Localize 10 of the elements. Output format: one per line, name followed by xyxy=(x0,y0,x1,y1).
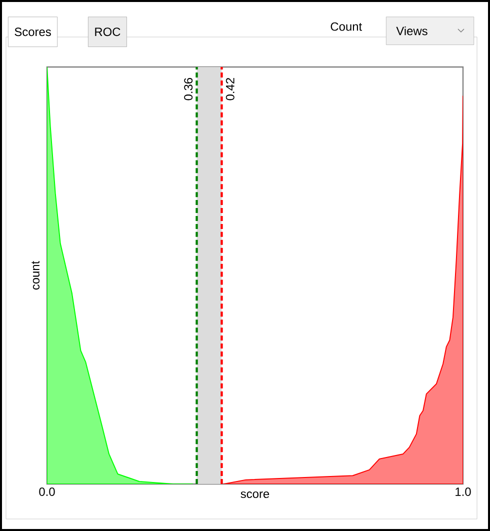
text: Scores xyxy=(14,28,51,36)
text: Views xyxy=(396,26,428,36)
y-axis-title: count xyxy=(32,260,40,290)
x-axis-title: score xyxy=(240,491,270,498)
ref-line-label: 0.42 xyxy=(226,78,234,100)
ref-line-label: 0.36 xyxy=(184,78,193,100)
x-tick-label: 1.0 xyxy=(456,488,471,496)
x-tick-label: 0.0 xyxy=(39,488,55,496)
text: Count xyxy=(330,22,362,31)
text: ROC xyxy=(95,28,120,36)
